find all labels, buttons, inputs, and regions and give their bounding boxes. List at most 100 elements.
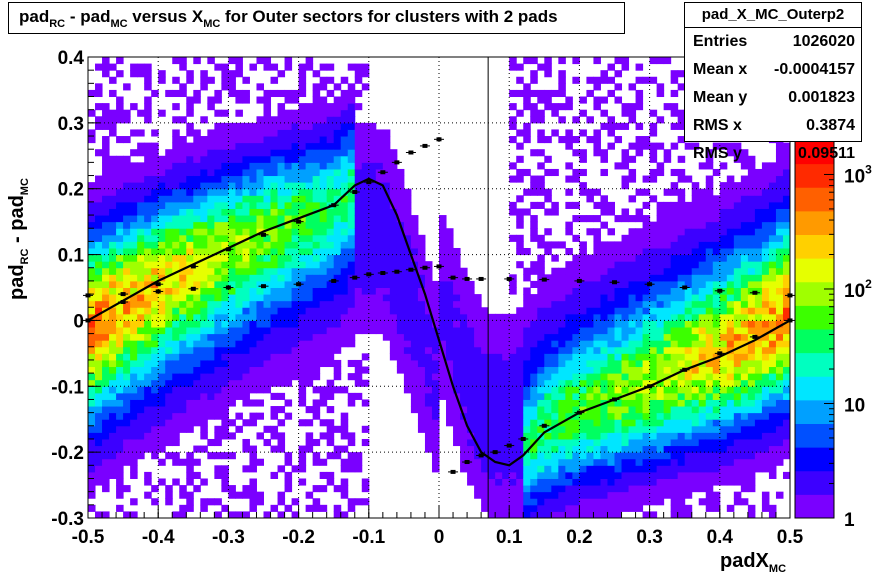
heatmap-cell <box>277 254 286 262</box>
heatmap-cell <box>312 109 321 117</box>
heatmap-cell <box>242 320 250 328</box>
heatmap-cell <box>747 307 756 315</box>
heatmap-cell <box>768 379 777 387</box>
heatmap-cell <box>263 89 272 98</box>
heatmap-cell <box>614 485 623 493</box>
heatmap-cell <box>544 228 552 236</box>
heatmap-cell <box>326 432 335 440</box>
heatmap-cell <box>144 168 152 177</box>
heatmap-cell <box>298 241 307 249</box>
heatmap-cell <box>186 175 194 183</box>
heatmap-cell <box>495 379 503 387</box>
heatmap-cell <box>677 406 686 414</box>
heatmap-cell <box>305 241 314 249</box>
heatmap-cell <box>228 280 236 288</box>
heatmap-cell <box>186 221 194 229</box>
heatmap-cell <box>600 445 608 453</box>
heatmap-cell <box>607 392 615 400</box>
heatmap-cell <box>186 373 194 381</box>
heatmap-cell <box>551 491 559 499</box>
heatmap-cell <box>277 241 286 249</box>
heatmap-cell <box>291 122 300 130</box>
heatmap-cell <box>740 359 749 368</box>
heatmap-cell <box>256 491 264 499</box>
heatmap-cell <box>712 274 721 282</box>
heatmap-cell <box>530 234 538 242</box>
heatmap-cell <box>249 491 257 499</box>
heatmap-cell <box>544 346 552 354</box>
heatmap-cell <box>453 406 461 414</box>
heatmap-cell <box>544 511 552 519</box>
heatmap-cell <box>747 327 756 335</box>
heatmap-cell <box>586 215 594 223</box>
heatmap-cell <box>523 313 531 321</box>
heatmap-cell <box>509 274 517 282</box>
heatmap-cell <box>396 327 405 335</box>
heatmap-cell <box>242 267 250 275</box>
heatmap-cell <box>172 162 180 170</box>
heatmap-cell <box>677 504 686 512</box>
heatmap-cell <box>179 320 187 328</box>
heatmap-cell <box>698 208 707 216</box>
heatmap-cell <box>698 195 707 203</box>
heatmap-cell <box>95 195 103 203</box>
heatmap-cell <box>270 221 279 229</box>
heatmap-cell <box>305 294 314 302</box>
heatmap-cell <box>347 155 356 163</box>
heatmap-cell <box>186 458 194 466</box>
heatmap-cell <box>502 346 510 354</box>
heatmap-cell <box>88 241 96 249</box>
heatmap-cell <box>263 241 272 249</box>
heatmap-cell <box>621 162 630 170</box>
heatmap-cell <box>726 195 735 203</box>
heatmap-cell <box>621 478 630 486</box>
heatmap-cell <box>635 438 644 447</box>
heatmap-cell <box>544 307 552 315</box>
heatmap-cell <box>775 241 784 249</box>
heatmap-cell <box>642 241 651 249</box>
heatmap-cell <box>249 320 257 328</box>
heatmap-cell <box>572 379 580 387</box>
heatmap-cell <box>88 353 96 361</box>
heatmap-cell <box>242 287 250 295</box>
heatmap-cell <box>593 432 601 440</box>
heatmap-cell <box>102 412 110 420</box>
heatmap-cell <box>102 162 110 170</box>
heatmap-cell <box>102 280 110 288</box>
heatmap-cell <box>88 215 96 223</box>
heatmap-cell <box>123 307 131 315</box>
heatmap-cell <box>635 122 644 130</box>
heatmap-cell <box>670 228 679 236</box>
heatmap-cell <box>270 188 279 196</box>
heatmap-cell <box>193 386 201 394</box>
heatmap-cell <box>403 327 412 335</box>
heatmap-cell <box>663 452 672 460</box>
heatmap-cell <box>179 491 187 499</box>
heatmap-cell <box>740 241 749 249</box>
heatmap-cell <box>649 175 658 183</box>
heatmap-cell <box>733 452 742 460</box>
heatmap-cell <box>607 122 615 130</box>
heatmap-cell <box>165 392 173 400</box>
heatmap-cell <box>340 162 349 170</box>
heatmap-cell <box>621 327 630 335</box>
heatmap-cell <box>747 340 756 348</box>
heatmap-cell <box>417 320 426 328</box>
heatmap-cell <box>193 373 201 381</box>
heatmap-cell <box>656 438 665 447</box>
heatmap-cell <box>614 406 623 414</box>
heatmap-cell <box>368 261 377 269</box>
heatmap-cell <box>193 280 201 288</box>
heatmap-cell <box>165 333 173 341</box>
heatmap-cell <box>768 234 777 242</box>
heatmap-cell <box>277 109 286 117</box>
heatmap-cell <box>733 373 742 381</box>
heatmap-cell <box>347 254 356 262</box>
heatmap-cell <box>417 406 426 414</box>
heatmap-cell <box>733 491 742 499</box>
heatmap-cell <box>516 359 524 368</box>
heatmap-cell <box>298 247 307 256</box>
heatmap-cell <box>249 452 257 460</box>
heatmap-cell <box>691 346 700 354</box>
heatmap-cell <box>249 267 257 275</box>
